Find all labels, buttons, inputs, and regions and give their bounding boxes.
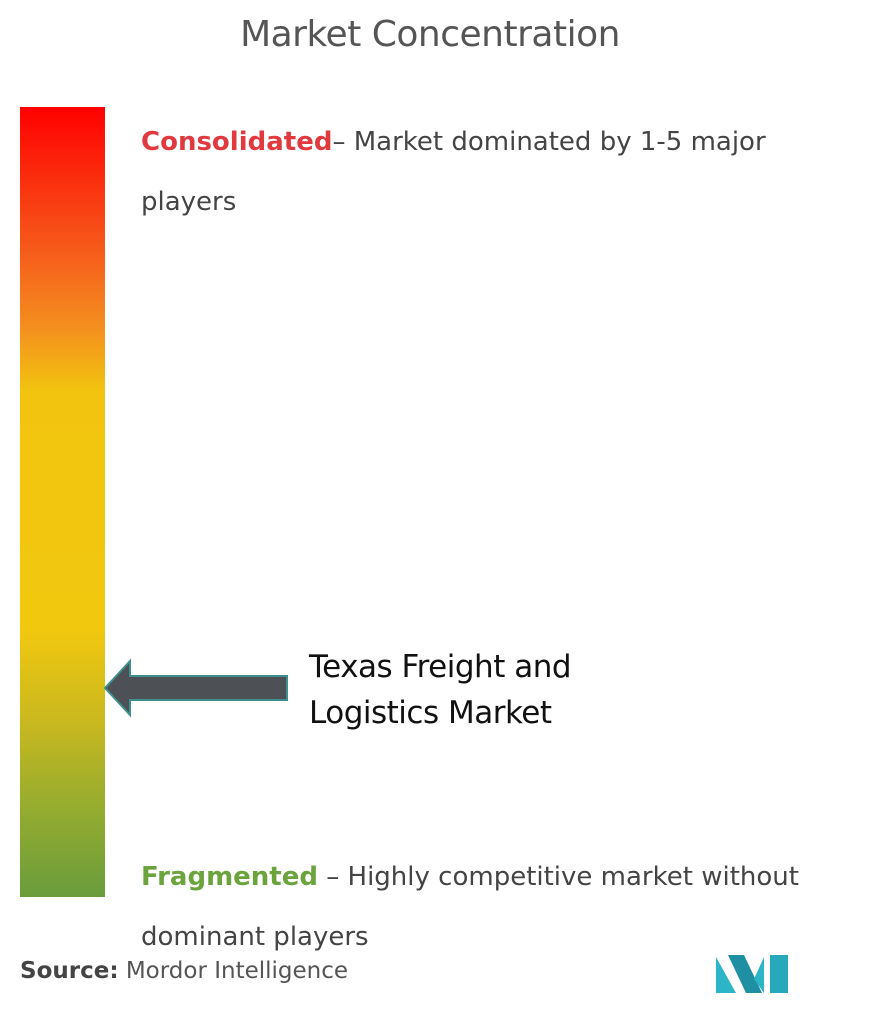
fragmented-label: Fragmented — [141, 862, 318, 892]
consolidated-description: – Market dominated by 1-5 major players — [141, 127, 766, 217]
fragmented-description: – Highly competitive market without domi… — [141, 862, 799, 952]
logo-part — [716, 957, 736, 993]
concentration-scale — [20, 107, 105, 897]
arrow-shape — [103, 658, 288, 718]
source-name: Mordor Intelligence — [125, 958, 349, 984]
logo-part — [754, 957, 764, 993]
market-label: Texas Freight and Logistics Market — [309, 649, 572, 731]
logo-part — [728, 955, 762, 993]
logo — [716, 955, 788, 993]
fragmented-text: Fragmented – Highly competitive market w… — [141, 847, 851, 967]
logo-part — [770, 955, 788, 993]
consolidated-text: Consolidated– Market dominated by 1-5 ma… — [141, 112, 821, 232]
source: Source: Mordor Intelligence — [20, 958, 348, 984]
marker-arrow — [103, 658, 288, 718]
consolidated-label: Consolidated — [141, 127, 333, 157]
source-label: Source: — [20, 958, 119, 984]
title: Market Concentration — [240, 14, 620, 55]
